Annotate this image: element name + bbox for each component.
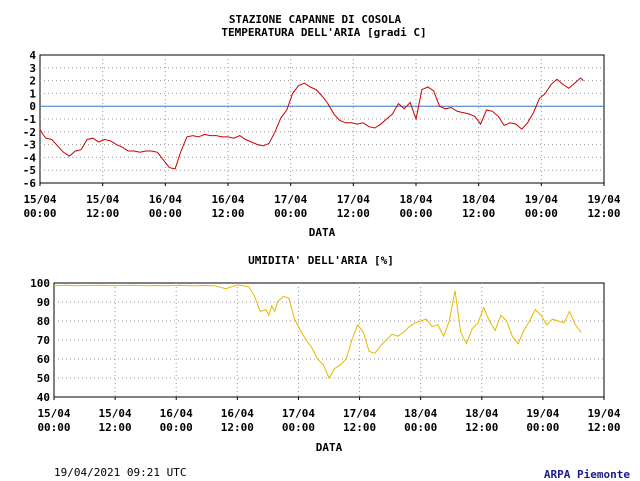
x-tick-label-time: 00:00 [274, 207, 307, 220]
y-tick-label: 0 [29, 100, 36, 113]
plot-frame [39, 54, 605, 184]
credit-label: ARPA Piemonte [543, 468, 630, 481]
x-tick-label-time: 00:00 [37, 421, 70, 434]
x-tick-label-time: 12:00 [337, 207, 370, 220]
x-tick-label-time: 12:00 [221, 421, 254, 434]
x-tick-label-date: 16/04 [149, 193, 182, 206]
x-tick-label-date: 19/04 [526, 407, 559, 420]
timestamp-label: 19/04/2021 09:21 UTC [54, 466, 187, 479]
x-axis-label: DATA [316, 441, 343, 454]
x-tick-label-date: 19/04 [587, 407, 620, 420]
humidity-series-line [53, 284, 582, 380]
x-tick-label-date: 16/04 [211, 193, 244, 206]
plot-frame [53, 282, 605, 398]
x-tick-label-time: 12:00 [587, 421, 620, 434]
x-tick-label-date: 17/04 [337, 193, 370, 206]
temperature-chart: 43210-1-2-3-4-5-615/0400:0015/0412:0016/… [23, 49, 621, 239]
y-tick-label: -3 [23, 139, 36, 152]
x-axis-label: DATA [309, 226, 336, 239]
y-tick-label: 100 [30, 277, 50, 290]
y-tick-label: 70 [37, 334, 50, 347]
x-tick-label-time: 12:00 [211, 207, 244, 220]
x-tick-label-time: 00:00 [160, 421, 193, 434]
x-tick-label-time: 00:00 [23, 207, 56, 220]
y-tick-label: -5 [23, 164, 36, 177]
x-tick-label-time: 12:00 [99, 421, 132, 434]
x-tick-label-date: 15/04 [99, 407, 132, 420]
x-tick-label-date: 15/04 [86, 193, 119, 206]
y-tick-label: -4 [23, 151, 37, 164]
x-tick-label-time: 00:00 [404, 421, 437, 434]
x-tick-label-time: 00:00 [399, 207, 432, 220]
x-tick-label-time: 00:00 [282, 421, 315, 434]
x-tick-label-date: 18/04 [465, 407, 498, 420]
y-tick-label: 90 [37, 296, 50, 309]
humidity-chart: 10090807060504015/0400:0015/0412:0016/04… [30, 277, 621, 454]
x-tick-label-time: 00:00 [149, 207, 182, 220]
x-tick-label-date: 18/04 [404, 407, 437, 420]
x-tick-label-date: 17/04 [343, 407, 376, 420]
temperature-chart-title: TEMPERATURA DELL'ARIA [gradi C] [221, 26, 426, 39]
humidity-chart-title: UMIDITA' DELL'ARIA [%] [248, 254, 394, 267]
y-tick-label: 40 [37, 391, 50, 404]
x-tick-label-date: 17/04 [274, 193, 307, 206]
temperature-series-line [39, 77, 584, 170]
y-tick-label: 3 [29, 62, 36, 75]
x-tick-label-date: 16/04 [221, 407, 254, 420]
x-tick-label-time: 12:00 [587, 207, 620, 220]
y-tick-label: 2 [29, 75, 36, 88]
x-tick-label-date: 19/04 [525, 193, 558, 206]
y-tick-label: -2 [23, 126, 36, 139]
x-tick-label-date: 19/04 [587, 193, 620, 206]
x-tick-label-date: 16/04 [160, 407, 193, 420]
y-tick-label: -6 [23, 177, 37, 190]
x-tick-label-time: 00:00 [526, 421, 559, 434]
x-tick-label-date: 18/04 [399, 193, 432, 206]
y-tick-label: 4 [29, 49, 36, 62]
x-tick-label-time: 12:00 [462, 207, 495, 220]
x-tick-label-date: 18/04 [462, 193, 495, 206]
y-tick-label: 60 [37, 353, 50, 366]
x-tick-label-time: 00:00 [525, 207, 558, 220]
x-tick-label-date: 17/04 [282, 407, 315, 420]
x-tick-label-time: 12:00 [343, 421, 376, 434]
y-tick-label: 50 [37, 372, 50, 385]
x-tick-label-date: 15/04 [23, 193, 56, 206]
y-tick-label: 1 [29, 87, 36, 100]
x-tick-label-date: 15/04 [37, 407, 70, 420]
station-title: STAZIONE CAPANNE DI COSOLA [229, 13, 402, 26]
y-tick-label: 80 [37, 315, 50, 328]
y-tick-label: -1 [23, 113, 37, 126]
x-tick-label-time: 12:00 [465, 421, 498, 434]
x-tick-label-time: 12:00 [86, 207, 119, 220]
